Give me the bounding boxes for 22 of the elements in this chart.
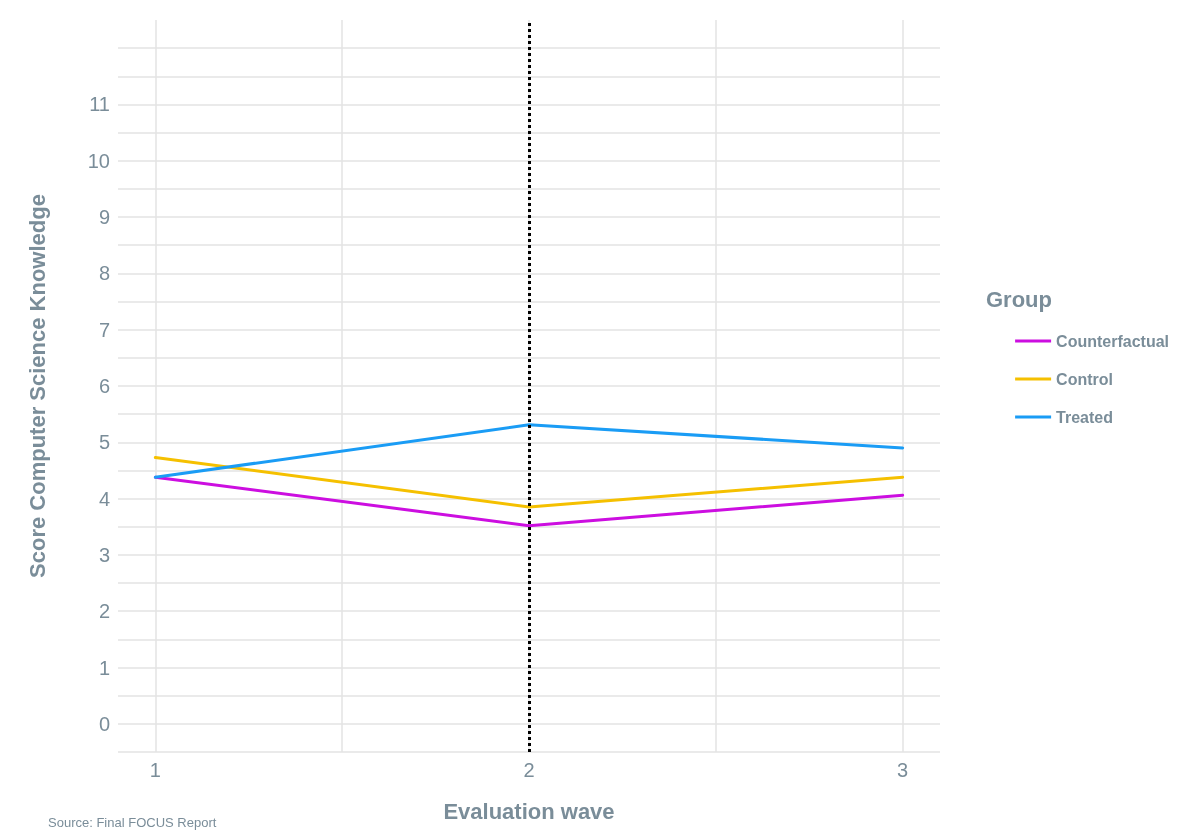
y-tick-label: 9 (98, 206, 110, 229)
x-tick-label: 2 (523, 759, 535, 781)
y-tick-label: 5 (98, 431, 110, 454)
x-tick-label: 1 (149, 759, 161, 781)
y-tick-label: 2 (98, 600, 110, 623)
y-tick-label: 0 (98, 712, 110, 735)
y-tick-label: 10 (87, 149, 110, 172)
y-tick-label: 8 (98, 262, 110, 285)
y-axis-title: Score Computer Science Knowledge (24, 194, 50, 578)
legend-label: Treated (1056, 408, 1114, 426)
y-tick-label: 3 (98, 543, 110, 566)
y-tick-label: 6 (98, 375, 110, 397)
legend-title: Group (986, 286, 1053, 312)
y-tick-label: 11 (89, 93, 110, 116)
y-tick-label: 7 (98, 318, 110, 341)
y-tick-label: 4 (98, 487, 110, 510)
legend-label: Control (1056, 370, 1113, 388)
x-axis-title: Evaluation wave (443, 798, 615, 824)
source-note: Source: Final FOCUS Report (48, 815, 217, 830)
legend-label: Counterfactual (1056, 332, 1170, 350)
x-tick-label: 3 (897, 759, 909, 781)
y-tick-label: 1 (98, 656, 110, 679)
